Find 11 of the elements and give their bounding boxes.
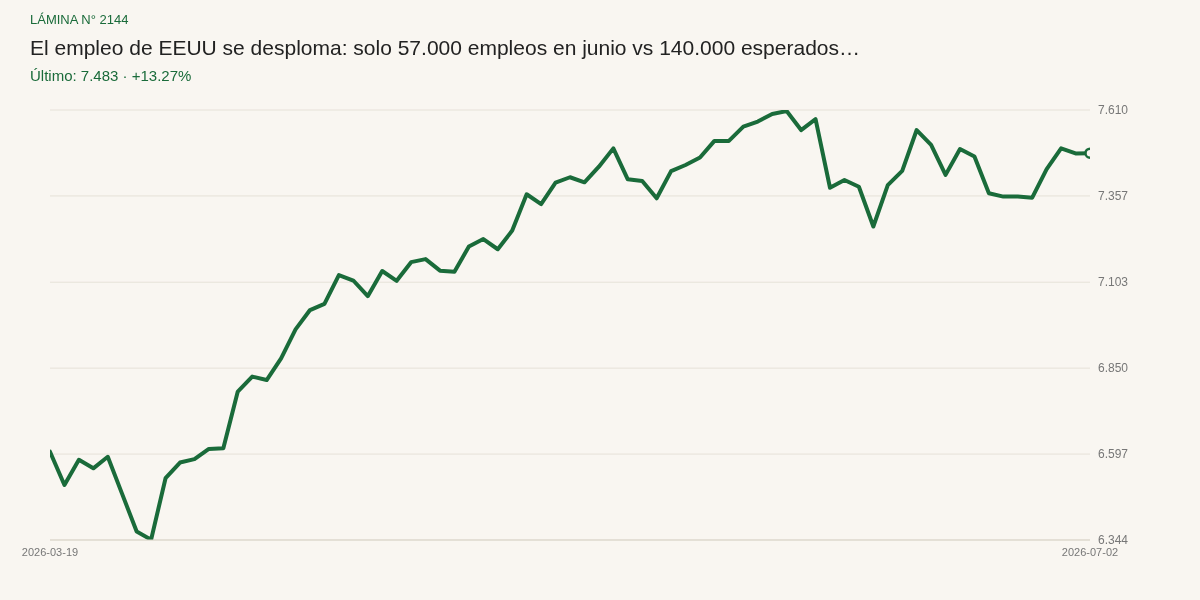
y-tick-label: 6.850: [1098, 361, 1129, 376]
y-tick-label: 7.357: [1098, 189, 1129, 204]
y-tick-label: 6.344: [1098, 533, 1129, 548]
chart-title: El empleo de EEUU se desploma: solo 57.000 empleos en junio vs 140.000 esperados…: [30, 36, 861, 60]
text: LÁMINA N° 2144: [30, 12, 129, 27]
y-tick-label: 7.103: [1098, 275, 1129, 290]
y-tick-label: 6.597: [1098, 447, 1129, 462]
x-tick-label: 2026-03-19: [21, 545, 79, 558]
x-tick-label: 2026-07-02: [1061, 545, 1119, 558]
y-tick-label: 7.610: [1098, 103, 1129, 118]
chart-subtitle: Último: 7.483 · +13.27%: [30, 67, 192, 84]
